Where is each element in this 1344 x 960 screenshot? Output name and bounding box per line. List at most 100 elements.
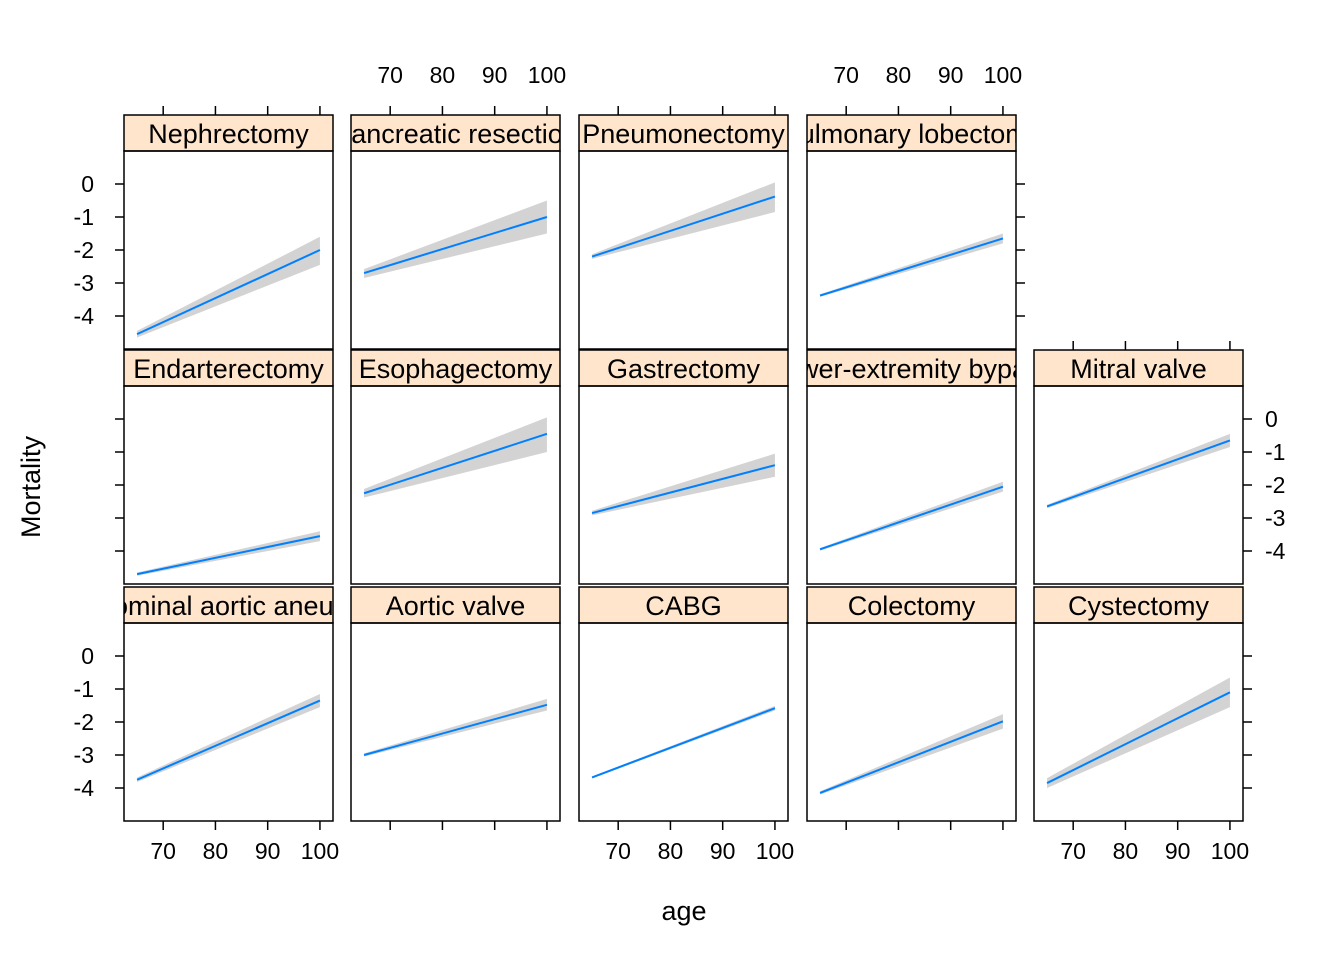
y-tick-label: -1 (74, 676, 94, 702)
y-tick-label: 0 (81, 643, 94, 669)
fit-line (363, 216, 548, 275)
panel-border (806, 150, 1017, 350)
fit-line (136, 535, 321, 576)
panel-esophagectomy: Esophagectomy (350, 349, 561, 585)
panel-lower-extremity-bypass: Lower-extremity bypass (769, 349, 1054, 585)
confidence-band (364, 417, 547, 498)
y-tick-label: -1 (74, 204, 94, 230)
strip-background (350, 586, 561, 624)
panel-aortic-valve: Aortic valve (350, 586, 561, 830)
panel-border (578, 385, 789, 585)
strip-background (578, 586, 789, 624)
strip-label: Cystectomy (1068, 591, 1210, 621)
x-tick-label: 100 (756, 838, 794, 864)
x-tick-label: 70 (833, 62, 859, 88)
strip-label: Pulmonary lobectomy (782, 119, 1042, 149)
panel-gastrectomy: Gastrectomy (578, 349, 789, 585)
strip-label: Pancreatic resection (333, 119, 578, 149)
fit-line (591, 464, 776, 515)
strip-background (806, 349, 1017, 387)
panel-abdominal-aortic-aneurysm: Abdominal aortic aneurysm 70 80 90 100 0 -1 -2 -… (65, 586, 392, 864)
fit-line (819, 485, 1004, 551)
strip-background (578, 349, 789, 387)
panel-border (578, 622, 789, 822)
fit-line (136, 249, 321, 336)
panels-layer: Nephrectomy 0 -1 -2 -3 -4 Pancreatic resection… (65, 62, 1286, 864)
panel-border (1033, 385, 1244, 585)
fit-line (591, 707, 776, 779)
x-tick-label: 80 (1113, 838, 1139, 864)
y-tick-label: -3 (1265, 505, 1285, 531)
confidence-band (592, 182, 775, 259)
y-tick-label: -2 (74, 709, 94, 735)
panel-cabg: CABG 70 80 90 100 (578, 586, 794, 864)
y-tick-label: -1 (1265, 439, 1285, 465)
strip-label: Lower-extremity bypass (769, 354, 1054, 384)
strip-background (123, 349, 334, 387)
panel-endarterectomy: Endarterectomy (115, 349, 334, 585)
x-tick-label: 90 (1165, 838, 1191, 864)
fit-line (1046, 439, 1231, 508)
panel-border (806, 622, 1017, 822)
y-tick-label: -2 (1265, 472, 1285, 498)
panel-border (578, 150, 789, 350)
strip-background (123, 586, 334, 624)
fit-line (363, 432, 548, 495)
confidence-band (364, 200, 547, 279)
strip-background (578, 114, 789, 152)
confidence-band (1047, 677, 1230, 788)
panel-pancreatic-resection: Pancreatic resection 70 80 90 100 (333, 62, 578, 350)
panel-pneumonectomy: Pneumonectomy (578, 106, 789, 350)
strip-background (806, 586, 1017, 624)
fit-line (363, 703, 548, 756)
x-tick-label: 70 (605, 838, 631, 864)
y-tick-label: -4 (74, 303, 95, 329)
y-axis-title: Mortality (16, 435, 46, 538)
strip-background (1033, 349, 1244, 387)
strip-label: Esophagectomy (359, 354, 553, 384)
strip-background (123, 114, 334, 152)
panel-border (350, 385, 561, 585)
x-tick-label: 100 (301, 838, 339, 864)
strip-label: CABG (645, 591, 722, 621)
x-tick-label: 100 (984, 62, 1022, 88)
x-axis-title: age (661, 896, 706, 926)
y-tick-label: -4 (1265, 538, 1286, 564)
panel-mitral-valve: Mitral valve 0 -1 -2 -3 -4 (1033, 341, 1286, 585)
panel-border (350, 150, 561, 350)
y-tick-label: 0 (81, 171, 94, 197)
x-tick-label: 90 (938, 62, 964, 88)
strip-label: Gastrectomy (607, 354, 761, 384)
y-tick-label: -2 (74, 237, 94, 263)
panel-nephrectomy: Nephrectomy 0 -1 -2 -3 -4 (74, 106, 334, 350)
panel-colectomy: Colectomy (806, 586, 1017, 830)
panel-cystectomy: Cystectomy 70 80 90 100 (1033, 586, 1252, 864)
strip-label: Aortic valve (386, 591, 526, 621)
x-tick-label: 90 (482, 62, 508, 88)
confidence-band (592, 453, 775, 516)
y-tick-label: 0 (1265, 406, 1278, 432)
x-tick-label: 80 (886, 62, 912, 88)
x-tick-label: 70 (150, 838, 176, 864)
panel-pulmonary-lobectomy: Pulmonary lobectomy 70 80 90 100 (782, 62, 1042, 350)
panel-border (806, 385, 1017, 585)
x-tick-label: 100 (1211, 838, 1249, 864)
strip-label: Abdominal aortic aneurysm (65, 591, 392, 621)
strip-background (350, 349, 561, 387)
x-tick-label: 80 (203, 838, 229, 864)
x-tick-label: 80 (430, 62, 456, 88)
y-tick-label: -4 (74, 775, 95, 801)
y-tick-label: -3 (74, 270, 94, 296)
strip-background (350, 114, 561, 152)
x-tick-label: 90 (710, 838, 736, 864)
strip-label: Endarterectomy (133, 354, 324, 384)
panel-border (350, 622, 561, 822)
x-tick-label: 70 (377, 62, 403, 88)
panel-border (123, 622, 334, 822)
fit-line (1046, 691, 1231, 784)
fit-line (591, 195, 776, 258)
strip-label: Nephrectomy (148, 119, 309, 149)
strip-label: Mitral valve (1070, 354, 1207, 384)
x-tick-label: 80 (658, 838, 684, 864)
